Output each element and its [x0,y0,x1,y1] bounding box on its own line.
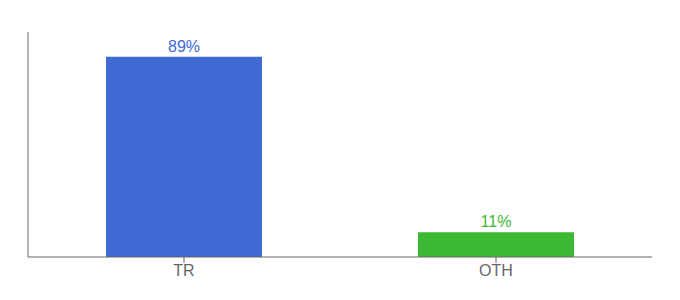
svg-text:89%: 89% [168,38,200,55]
svg-text:OTH: OTH [479,262,513,279]
svg-text:11%: 11% [481,213,512,230]
svg-text:TR: TR [173,262,194,279]
